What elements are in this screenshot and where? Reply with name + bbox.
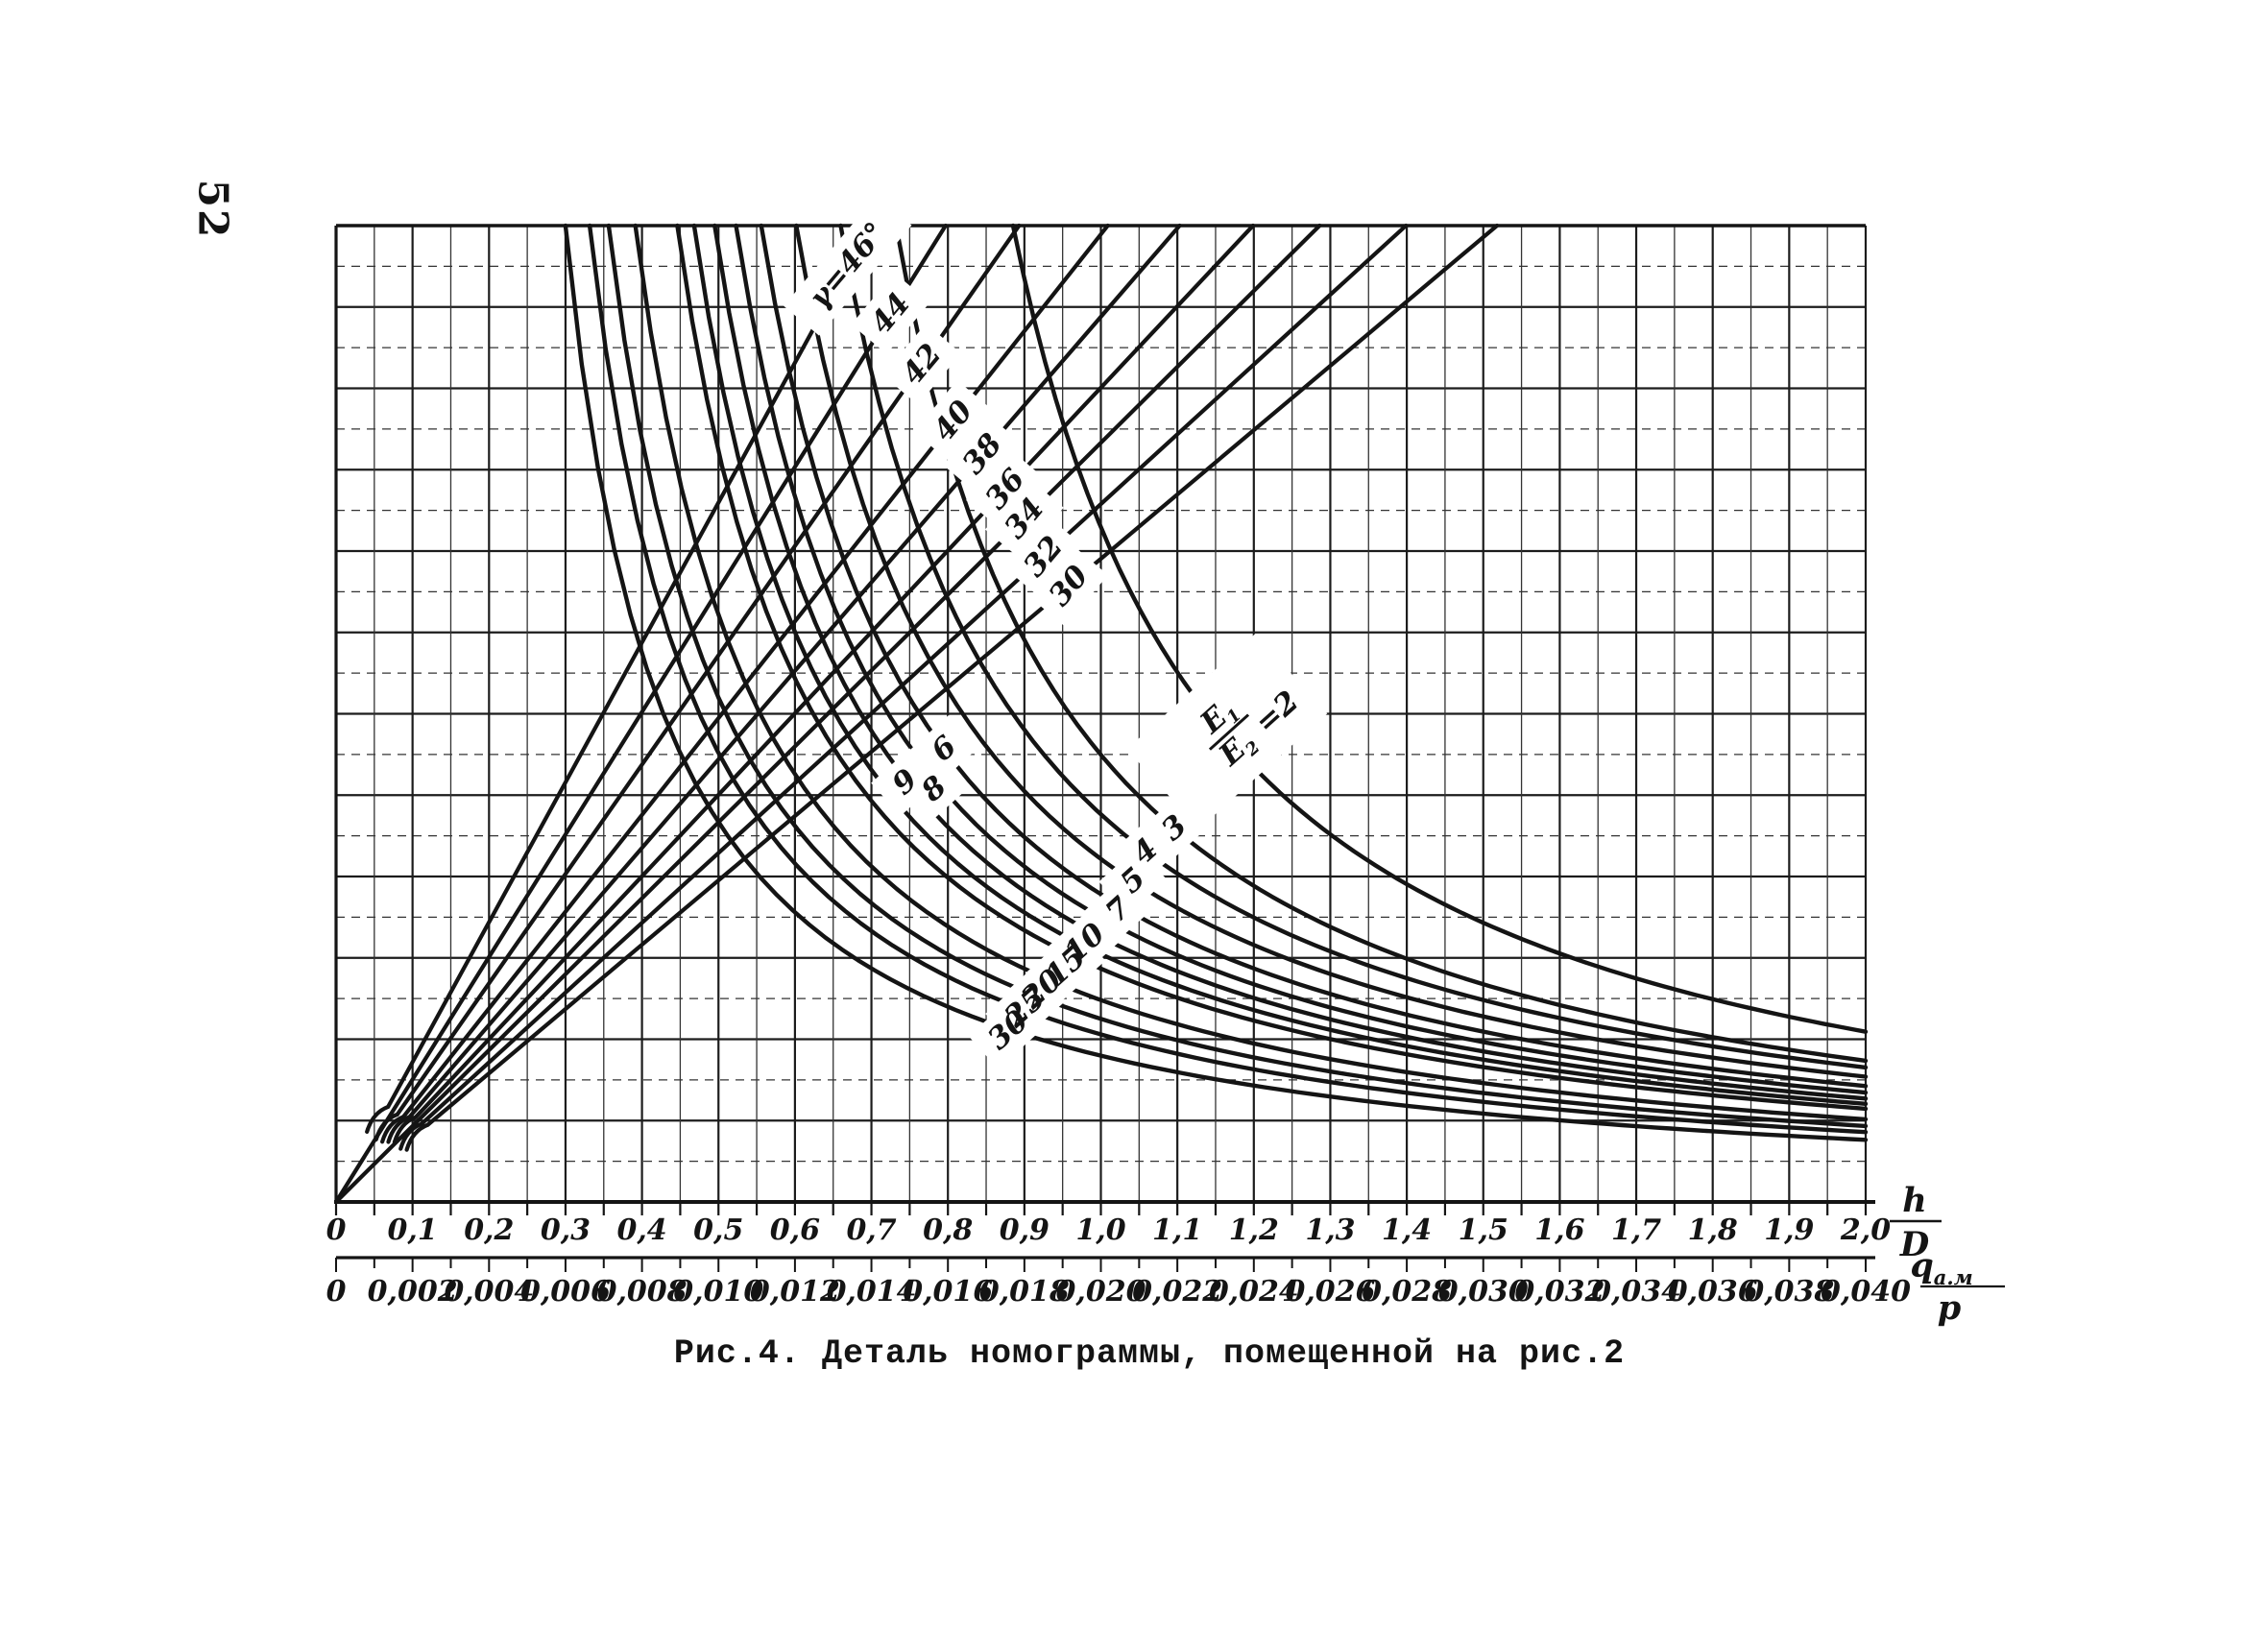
- x-axis-secondary-label: 0,020: [1056, 1275, 1146, 1309]
- x-axis-label: 1,9: [1764, 1213, 1814, 1247]
- label-gap: [966, 448, 1045, 530]
- ratio-head-fraction-bar: [1208, 713, 1250, 751]
- x-axis-secondary-label: 0,038: [1744, 1275, 1834, 1309]
- x-axis-label: 1,1: [1152, 1213, 1202, 1247]
- ratio-curve: [606, 223, 1869, 1129]
- label-gap: [882, 324, 962, 405]
- label-gap: [1003, 516, 1083, 598]
- x-axis-label: 0,8: [923, 1213, 973, 1247]
- x-axis-label: 1,6: [1534, 1213, 1584, 1247]
- x-axis-label: 1,8: [1688, 1213, 1738, 1247]
- x-axis-label: 0: [326, 1213, 347, 1247]
- gamma-line-hook: [365, 1104, 391, 1135]
- x-axis-secondary-label: 0,016: [903, 1275, 993, 1309]
- x-axis-secondary-label: 0,006: [520, 1275, 611, 1309]
- x-axis-label: 2,0: [1840, 1213, 1891, 1247]
- gamma-line-hook: [392, 1115, 418, 1144]
- label-gap: [984, 477, 1064, 560]
- ratio-curve: [675, 223, 1869, 1112]
- x-axis-label: 1,2: [1229, 1213, 1279, 1247]
- x-axis-secondary-label: 0,004: [444, 1275, 534, 1309]
- x-axis-secondary-label: 0,002: [368, 1275, 458, 1309]
- x-axis-secondary-label: 0,024: [1209, 1275, 1299, 1309]
- x-axis-secondary-label: 0,022: [1132, 1275, 1222, 1309]
- x-axis-secondary-label: 0,012: [750, 1275, 840, 1309]
- x-axis-label: 1,4: [1382, 1213, 1432, 1247]
- x-axis-secondary-label: 0,018: [979, 1275, 1070, 1309]
- label-gap: [1126, 633, 1328, 829]
- label-gap: [913, 380, 993, 462]
- gamma-line-hook: [374, 1112, 399, 1141]
- ratio-curve: [1010, 223, 1869, 1034]
- x-axis-label: 0,5: [693, 1213, 743, 1247]
- gamma-line-hook: [379, 1115, 406, 1144]
- label-gap: [851, 273, 930, 354]
- gamma-line: [413, 223, 1256, 1119]
- x-axis-label: 1,0: [1075, 1213, 1125, 1247]
- x-axis-secondary-label: 0,030: [1438, 1275, 1529, 1309]
- x-axis-secondary-label: 0,008: [597, 1275, 688, 1309]
- label-gap: [900, 755, 969, 823]
- x-axis-secondary-label: 0,036: [1668, 1275, 1758, 1309]
- label-gap: [943, 413, 1022, 495]
- gamma-line: [407, 223, 1182, 1119]
- label-gap: [784, 195, 912, 336]
- gamma-line-hook: [404, 1122, 430, 1152]
- x-axis2-unit-denominator: p: [1938, 1288, 1962, 1328]
- ratio-curve: [587, 223, 1869, 1135]
- gamma-line: [425, 223, 1500, 1127]
- x-axis-label: 1,5: [1459, 1213, 1508, 1247]
- gamma-line: [420, 223, 1409, 1126]
- gamma-line-hook: [386, 1115, 412, 1144]
- label-gap: [968, 991, 1049, 1069]
- x-axis-secondary-label: 0,014: [827, 1275, 917, 1309]
- x-axis-secondary-label: 0,034: [1591, 1275, 1681, 1309]
- gamma-line-hook: [398, 1121, 424, 1151]
- x-axis-label: 0,7: [846, 1213, 896, 1247]
- x-axis-secondary-label: 0,032: [1514, 1275, 1604, 1309]
- x-axis-label: 1,7: [1611, 1213, 1661, 1247]
- x-axis-unit-denominator: D: [1899, 1225, 1930, 1264]
- label-gap: [871, 748, 940, 816]
- x-axis-label: 0,1: [388, 1213, 438, 1247]
- x-axis2-unit-numerator: qа.м: [1910, 1246, 1972, 1289]
- x-axis-label: 0,9: [1000, 1213, 1050, 1247]
- ratio-curve: [794, 223, 1869, 1079]
- x-axis-label: 0,6: [770, 1213, 820, 1247]
- x-axis-secondary-label: 0,040: [1821, 1275, 1911, 1309]
- x-axis-secondary-label: 0: [326, 1275, 347, 1309]
- x-axis-secondary-label: 0,026: [1285, 1275, 1375, 1309]
- x-axis-secondary-label: 0,028: [1362, 1275, 1452, 1309]
- x-axis-label: 1,3: [1305, 1213, 1355, 1247]
- ratio-curve: [563, 223, 1869, 1142]
- x-axis-label: 0,2: [464, 1213, 514, 1247]
- figure-caption: Рис.4. Деталь номограммы, помещенной на …: [673, 1334, 1626, 1373]
- x-axis-label: 0,4: [616, 1213, 666, 1247]
- ratio-curve: [633, 223, 1869, 1122]
- x-axis-secondary-label: 0,010: [673, 1275, 763, 1309]
- ratio-curve: [894, 223, 1869, 1064]
- ratio-curve: [838, 223, 1869, 1070]
- gamma-line: [400, 223, 1110, 1119]
- gamma-line: [333, 223, 948, 1205]
- gamma-line: [333, 223, 1322, 1205]
- x-axis-unit-numerator: h: [1902, 1181, 1926, 1220]
- label-gap: [1029, 545, 1108, 627]
- x-axis-label: 0,3: [541, 1213, 591, 1247]
